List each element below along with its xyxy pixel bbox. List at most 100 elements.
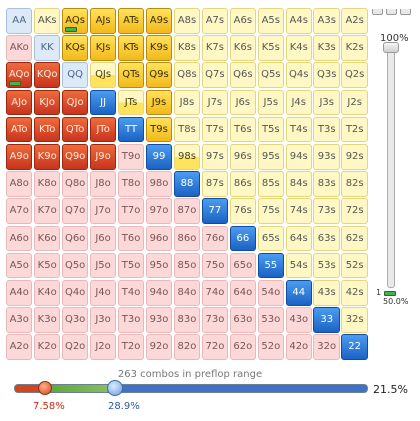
hand-cell-t7s[interactable]: T7s bbox=[201, 116, 229, 143]
hand-cell-kjs[interactable]: KJs bbox=[89, 35, 117, 61]
hand-cell-j3o[interactable]: J3o bbox=[89, 307, 117, 333]
hand-cell-j5s[interactable]: J5s bbox=[257, 89, 285, 116]
hand-cell-43o[interactable]: 43o bbox=[285, 307, 312, 333]
hand-cell-k2o[interactable]: K2o bbox=[33, 334, 61, 361]
hand-cell-92s[interactable]: 92s bbox=[341, 144, 368, 170]
hand-cell-54o[interactable]: 54o bbox=[257, 280, 285, 306]
hand-cell-a9o[interactable]: A9o bbox=[6, 144, 33, 170]
hand-cell-77[interactable]: 77 bbox=[201, 198, 229, 225]
hand-cell-kqs[interactable]: KQs bbox=[61, 35, 89, 61]
hand-cell-aks[interactable]: AKs bbox=[33, 8, 61, 34]
hand-cell-85o[interactable]: 85o bbox=[173, 252, 201, 279]
hand-cell-qjo[interactable]: QJo bbox=[61, 89, 89, 116]
hand-cell-64o[interactable]: 64o bbox=[229, 280, 257, 306]
hand-cell-84o[interactable]: 84o bbox=[173, 280, 201, 306]
hand-cell-53s[interactable]: 53s bbox=[313, 252, 340, 279]
hand-cell-t9s[interactable]: T9s bbox=[145, 116, 173, 143]
hand-cell-t3o[interactable]: T3o bbox=[117, 307, 145, 333]
hand-cell-87o[interactable]: 87o bbox=[173, 198, 201, 225]
hand-cell-94o[interactable]: 94o bbox=[145, 280, 173, 306]
hand-cell-aqo[interactable]: AQo bbox=[6, 62, 33, 89]
hand-cell-kto[interactable]: KTo bbox=[33, 116, 61, 143]
hand-cell-a3o[interactable]: A3o bbox=[6, 307, 33, 333]
hand-cell-73s[interactable]: 73s bbox=[313, 198, 340, 225]
hand-cell-k7o[interactable]: K7o bbox=[33, 198, 61, 225]
hand-cell-t9o[interactable]: T9o bbox=[117, 144, 145, 170]
hand-cell-k3o[interactable]: K3o bbox=[33, 307, 61, 333]
hand-cell-93o[interactable]: 93o bbox=[145, 307, 173, 333]
hand-cell-k8s[interactable]: K8s bbox=[173, 35, 201, 61]
hand-cell-k7s[interactable]: K7s bbox=[201, 35, 229, 61]
toolbar-tab-icon[interactable] bbox=[386, 9, 397, 15]
hand-cell-96s[interactable]: 96s bbox=[229, 144, 257, 170]
hand-cell-q5s[interactable]: Q5s bbox=[257, 62, 285, 89]
hand-cell-98o[interactable]: 98o bbox=[145, 171, 173, 197]
hand-cell-k5o[interactable]: K5o bbox=[33, 252, 61, 279]
hand-cell-73o[interactable]: 73o bbox=[201, 307, 229, 333]
hand-cell-93s[interactable]: 93s bbox=[313, 144, 340, 170]
hand-cell-86s[interactable]: 86s bbox=[229, 171, 257, 197]
hand-cell-j2s[interactable]: J2s bbox=[341, 89, 368, 116]
hand-cell-t4s[interactable]: T4s bbox=[285, 116, 312, 143]
hand-cell-t5o[interactable]: T5o bbox=[117, 252, 145, 279]
hand-cell-qq[interactable]: QQ bbox=[61, 62, 89, 89]
range-slider-red-handle[interactable] bbox=[38, 381, 52, 395]
hand-cell-jj[interactable]: JJ bbox=[89, 89, 117, 116]
hand-cell-a4s[interactable]: A4s bbox=[285, 8, 312, 34]
hand-cell-q8o[interactable]: Q8o bbox=[61, 171, 89, 197]
hand-cell-a6o[interactable]: A6o bbox=[6, 225, 33, 252]
hand-cell-82s[interactable]: 82s bbox=[341, 171, 368, 197]
hand-cell-q7o[interactable]: Q7o bbox=[61, 198, 89, 225]
hand-cell-k5s[interactable]: K5s bbox=[257, 35, 285, 61]
hand-cell-66[interactable]: 66 bbox=[229, 225, 257, 252]
hand-cell-a7o[interactable]: A7o bbox=[6, 198, 33, 225]
hand-cell-95o[interactable]: 95o bbox=[145, 252, 173, 279]
hand-cell-85s[interactable]: 85s bbox=[257, 171, 285, 197]
hand-cell-32s[interactable]: 32s bbox=[341, 307, 368, 333]
hand-cell-86o[interactable]: 86o bbox=[173, 225, 201, 252]
hand-cell-a8s[interactable]: A8s bbox=[173, 8, 201, 34]
hand-cell-62o[interactable]: 62o bbox=[229, 334, 257, 361]
hand-cell-52o[interactable]: 52o bbox=[257, 334, 285, 361]
hand-cell-a5o[interactable]: A5o bbox=[6, 252, 33, 279]
hand-cell-q2s[interactable]: Q2s bbox=[341, 62, 368, 89]
hand-cell-87s[interactable]: 87s bbox=[201, 171, 229, 197]
hand-cell-52s[interactable]: 52s bbox=[341, 252, 368, 279]
hand-cell-q7s[interactable]: Q7s bbox=[201, 62, 229, 89]
hand-cell-aa[interactable]: AA bbox=[6, 8, 33, 34]
hand-cell-aqs[interactable]: AQs bbox=[61, 8, 89, 34]
hand-cell-q4o[interactable]: Q4o bbox=[61, 280, 89, 306]
hand-cell-a2s[interactable]: A2s bbox=[341, 8, 368, 34]
hand-cell-k2s[interactable]: K2s bbox=[341, 35, 368, 61]
hand-cell-j4o[interactable]: J4o bbox=[89, 280, 117, 306]
hand-cell-kts[interactable]: KTs bbox=[117, 35, 145, 61]
range-slider-blue-handle[interactable] bbox=[107, 380, 123, 396]
hand-cell-43s[interactable]: 43s bbox=[313, 280, 340, 306]
hand-cell-a9s[interactable]: A9s bbox=[145, 8, 173, 34]
hand-cell-82o[interactable]: 82o bbox=[173, 334, 201, 361]
hand-cell-54s[interactable]: 54s bbox=[285, 252, 312, 279]
hand-cell-j2o[interactable]: J2o bbox=[89, 334, 117, 361]
hand-cell-ako[interactable]: AKo bbox=[6, 35, 33, 61]
hand-cell-j6o[interactable]: J6o bbox=[89, 225, 117, 252]
hand-cell-76o[interactable]: 76o bbox=[201, 225, 229, 252]
hand-cell-qjs[interactable]: QJs bbox=[89, 62, 117, 89]
hand-cell-t5s[interactable]: T5s bbox=[257, 116, 285, 143]
hand-cell-84s[interactable]: 84s bbox=[285, 171, 312, 197]
hand-cell-k6s[interactable]: K6s bbox=[229, 35, 257, 61]
hand-cell-32o[interactable]: 32o bbox=[313, 334, 340, 361]
hand-cell-74o[interactable]: 74o bbox=[201, 280, 229, 306]
hand-cell-j5o[interactable]: J5o bbox=[89, 252, 117, 279]
hand-cell-72o[interactable]: 72o bbox=[201, 334, 229, 361]
hand-cell-t7o[interactable]: T7o bbox=[117, 198, 145, 225]
hand-cell-t8s[interactable]: T8s bbox=[173, 116, 201, 143]
hand-cell-j6s[interactable]: J6s bbox=[229, 89, 257, 116]
hand-cell-qto[interactable]: QTo bbox=[61, 116, 89, 143]
hand-cell-t2s[interactable]: T2s bbox=[341, 116, 368, 143]
hand-cell-q4s[interactable]: Q4s bbox=[285, 62, 312, 89]
hand-cell-96o[interactable]: 96o bbox=[145, 225, 173, 252]
hand-cell-kjo[interactable]: KJo bbox=[33, 89, 61, 116]
hand-cell-a7s[interactable]: A7s bbox=[201, 8, 229, 34]
hand-cell-t6o[interactable]: T6o bbox=[117, 225, 145, 252]
hand-cell-75s[interactable]: 75s bbox=[257, 198, 285, 225]
